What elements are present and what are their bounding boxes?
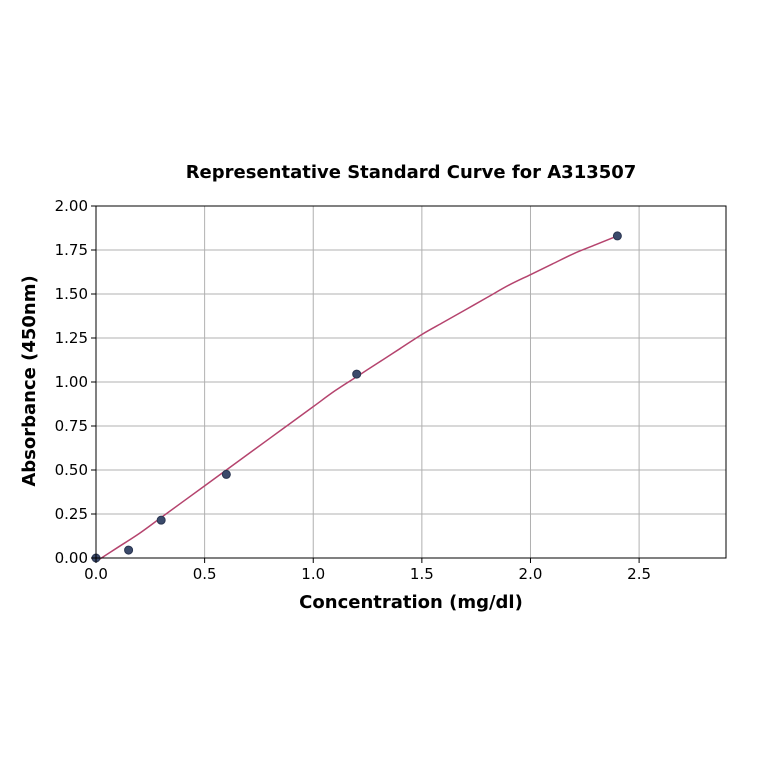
data-points [91,231,622,563]
data-point [221,469,231,479]
x-tick-label: 1.5 [410,565,434,583]
y-tick-label: 0.50 [55,461,88,479]
axis-ticks: 0.0 0.5 1.0 1.5 2.0 2.5 0.00 0.25 0.50 0.75 1.00 1.… [55,197,651,583]
x-tick-label: 2.5 [627,565,651,583]
x-tick-label: 0.0 [84,565,108,583]
y-tick-label: 1.50 [55,285,88,303]
y-axis-title: Absorbance (450nm) [19,275,40,486]
chart-title: Representative Standard Curve for A31350… [186,162,637,183]
y-tick-label: 1.00 [55,373,88,391]
data-point [124,545,134,555]
x-tick-label: 1.0 [301,565,325,583]
y-tick-label: 0.75 [55,417,88,435]
x-axis-title: Concentration (mg/dl) [299,592,523,613]
fit-curve [95,235,618,563]
y-tick-label: 0.00 [55,549,88,567]
data-point [612,231,622,241]
data-point [352,369,362,379]
y-tick-label: 1.75 [55,241,88,259]
x-tick-label: 0.5 [193,565,217,583]
data-point [156,515,166,525]
y-tick-label: 2.00 [55,197,88,215]
y-tick-label: 0.25 [55,505,88,523]
x-tick-label: 2.0 [519,565,543,583]
y-tick-label: 1.25 [55,329,88,347]
grid-layer [95,205,726,559]
